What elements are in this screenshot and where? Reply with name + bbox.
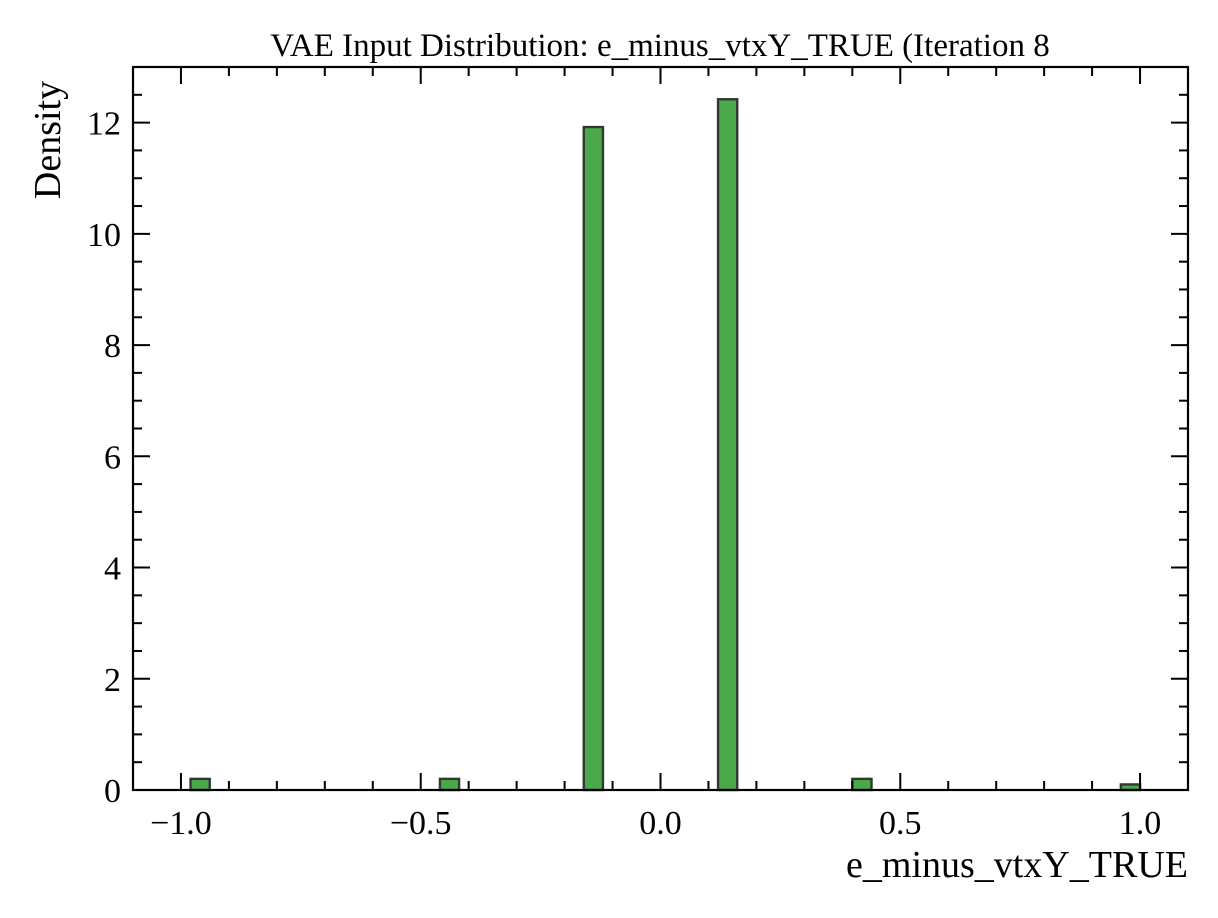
y-tick-label: 12 <box>87 106 121 143</box>
histogram-bar <box>716 98 739 792</box>
x-tick-label: −0.5 <box>390 805 452 842</box>
plot-frame <box>131 65 1190 792</box>
x-axis-label: e_minus_vtxY_TRUE <box>846 844 1188 886</box>
y-tick-label: 4 <box>104 551 121 588</box>
y-axis-label: Density <box>27 81 69 199</box>
ticks-group: −1.0 −0.5 0.0 0.5 1.0 0 2 4 6 8 10 12 <box>87 66 1188 842</box>
histogram-bar <box>851 777 873 792</box>
y-tick-label: 10 <box>87 217 121 254</box>
histogram-bar <box>189 777 211 792</box>
y-tick-label: 8 <box>104 328 121 365</box>
chart-title: VAE Input Distribution: e_minus_vtxY_TRU… <box>270 28 1049 64</box>
histogram-bar <box>582 125 605 792</box>
y-tick-label: 6 <box>104 439 121 476</box>
x-tick-label: −1.0 <box>150 805 212 842</box>
y-tick-label: 2 <box>104 662 121 699</box>
x-tick-label: 1.0 <box>1119 805 1162 842</box>
x-tick-label: 0.5 <box>879 805 922 842</box>
y-tick-label: 0 <box>104 773 121 810</box>
histogram-bar <box>438 777 461 792</box>
bars-group <box>189 98 1142 792</box>
x-tick-label: 0.0 <box>639 805 682 842</box>
